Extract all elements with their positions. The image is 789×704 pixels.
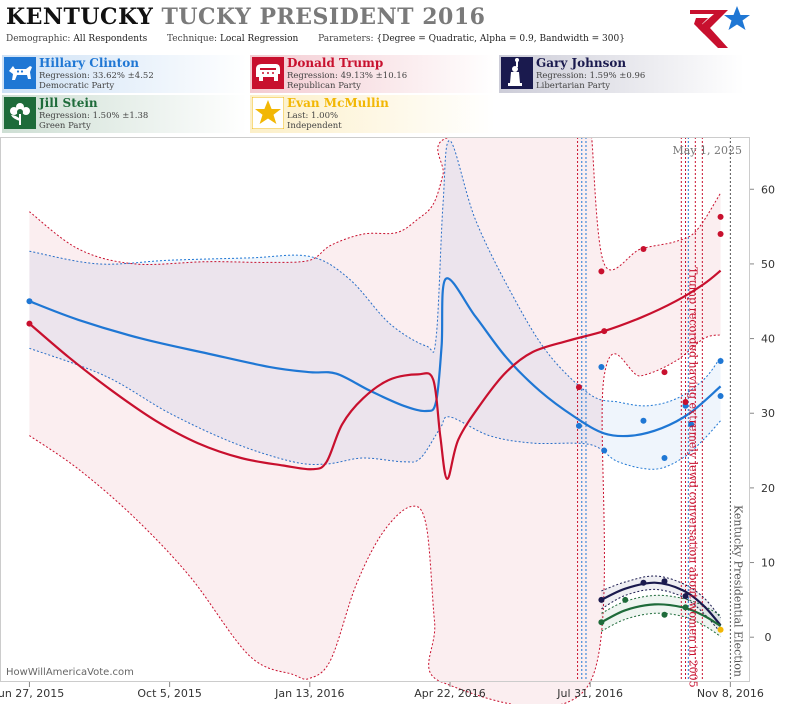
candidate-card-trump: Donald Trump Regression: 49.13% ±10.16 R… <box>250 55 495 93</box>
hillary-clinton-poll-point <box>601 447 608 454</box>
gary-johnson-upper-bound <box>601 575 721 619</box>
event-label: Kentucky Presidential Election <box>731 505 744 677</box>
candidate-stat: Last: 1.00% <box>287 111 339 121</box>
y-tick-label: 0 <box>765 631 772 644</box>
hillary-clinton-poll-point <box>717 393 724 400</box>
page-title: KENTUCKY TUCKY PRESIDENT 2016 <box>6 4 485 30</box>
hillary-clinton-poll-point <box>598 363 605 370</box>
donald-trump-poll-point <box>682 399 689 406</box>
candidate-name: Donald Trump <box>287 56 384 70</box>
gary-johnson-poll-point <box>640 579 647 586</box>
page-title-race: TUCKY PRESIDENT 2016 <box>161 4 486 30</box>
flower-icon <box>4 97 36 129</box>
candidate-party: Libertarian Party <box>536 81 611 91</box>
donald-trump-poll-point <box>640 245 647 252</box>
parameter-line: Demographic: All Respondents Technique: … <box>6 34 625 44</box>
star-icon <box>252 97 284 129</box>
gary-johnson-confidence-band <box>601 575 721 633</box>
parameters-label: Parameters: <box>318 34 374 44</box>
candidate-name: Gary Johnson <box>536 56 627 70</box>
donald-trump-poll-point <box>661 369 668 376</box>
gary-johnson-trend-line <box>600 581 722 627</box>
x-tick-label: Apr 22, 2016 <box>414 687 486 700</box>
x-tick-label: Nov 8, 2016 <box>697 687 764 700</box>
date-label: May 1, 2025 <box>672 144 742 157</box>
donald-trump-poll-point <box>601 328 608 335</box>
statue-of-liberty-icon <box>501 57 533 89</box>
jill-stein-poll-point <box>598 619 605 626</box>
gary-johnson-lower-bound <box>601 588 721 634</box>
y-tick-label: 50 <box>761 258 775 271</box>
donkey-icon <box>4 57 36 89</box>
polling-chart: 0 10 20 30 40 50 60 Jun 27, 2015 Oct 5, 2015 Jan … <box>0 137 775 704</box>
donald-trump-upper-bound <box>29 137 722 271</box>
technique-label: Technique: <box>167 34 218 44</box>
donald-trump-poll-point <box>717 213 724 220</box>
hillary-clinton-poll-point <box>661 455 668 462</box>
donald-trump-poll-point <box>575 384 582 391</box>
parameters-value: {Degree = Quadratic, Alpha = 0.9, Bandwi… <box>376 34 625 44</box>
demographic-label: Demographic: <box>6 34 71 44</box>
candidate-party: Democratic Party <box>39 81 115 91</box>
jill-stein-trend-line <box>600 603 722 627</box>
candidate-party: Independent <box>287 121 342 131</box>
page-title-state: KENTUCKY <box>6 4 154 30</box>
hillary-clinton-poll-point <box>26 298 33 305</box>
candidate-stat: Regression: 1.59% ±0.96 <box>536 71 646 81</box>
candidate-name: Jill Stein <box>39 96 98 110</box>
hillary-clinton-poll-point <box>640 417 647 424</box>
candidate-name: Evan McMullin <box>287 96 389 110</box>
technique-value: Local Regression <box>219 34 299 44</box>
y-tick-label: 10 <box>761 557 775 570</box>
hillary-clinton-confidence-band <box>29 140 721 470</box>
donald-trump-poll-point <box>26 320 33 327</box>
donald-trump-trend-line <box>28 269 722 481</box>
gary-johnson-poll-point <box>598 596 605 603</box>
candidate-stat: Regression: 1.50% ±1.38 <box>39 111 149 121</box>
evan-mcmullin-poll-point <box>717 626 724 633</box>
candidate-card-mcmullin: Evan McMullin Last: 1.00% Independent <box>250 95 495 133</box>
candidate-stat: Regression: 33.62% ±4.52 <box>39 71 154 81</box>
hillary-clinton-trend-line <box>29 277 722 438</box>
candidate-party: Republican Party <box>287 81 361 91</box>
x-tick-label: Jan 13, 2016 <box>274 687 344 700</box>
source-credit: HowWillAmericaVote.com <box>6 667 134 678</box>
y-tick-label: 30 <box>761 407 775 420</box>
candidate-card-johnson: Gary Johnson Regression: 1.59% ±0.96 Lib… <box>499 55 744 93</box>
donald-trump-poll-point <box>598 268 605 275</box>
hillary-clinton-upper-bound <box>29 140 722 407</box>
gary-johnson-poll-point <box>682 593 689 600</box>
y-tick-label: 20 <box>761 482 775 495</box>
candidate-stat: Regression: 49.13% ±10.16 <box>287 71 408 81</box>
x-tick-label: Jun 27, 2015 <box>0 687 64 700</box>
x-tick-label: Jul 31, 2016 <box>556 687 623 700</box>
jill-stein-lower-bound <box>601 612 721 637</box>
x-tick-label: Oct 5, 2015 <box>137 687 202 700</box>
jill-stein-confidence-band <box>601 595 721 637</box>
jill-stein-poll-point <box>682 604 689 611</box>
y-tick-label: 40 <box>761 333 775 346</box>
candidate-card-stein: Jill Stein Regression: 1.50% ±1.38 Green… <box>2 95 247 133</box>
star-flag-logo <box>690 6 750 48</box>
jill-stein-poll-point <box>661 611 668 618</box>
candidate-party: Green Party <box>39 121 91 131</box>
event-label: Trump recorded having extremely lewd con… <box>687 267 700 688</box>
donald-trump-lower-bound <box>29 334 721 704</box>
candidate-name: Hillary Clinton <box>39 56 139 70</box>
plot-frame <box>0 137 750 682</box>
donald-trump-poll-point <box>717 231 724 238</box>
jill-stein-poll-point <box>622 596 629 603</box>
gary-johnson-poll-point <box>661 578 668 585</box>
donald-trump-confidence-band <box>29 137 721 704</box>
hillary-clinton-poll-point <box>688 421 695 428</box>
y-tick-label: 60 <box>761 183 775 196</box>
elephant-icon <box>252 57 284 89</box>
demographic-value: All Respondents <box>73 34 148 44</box>
hillary-clinton-poll-point <box>575 422 582 429</box>
hillary-clinton-poll-point <box>717 357 724 364</box>
candidate-card-clinton: Hillary Clinton Regression: 33.62% ±4.52… <box>2 55 247 93</box>
